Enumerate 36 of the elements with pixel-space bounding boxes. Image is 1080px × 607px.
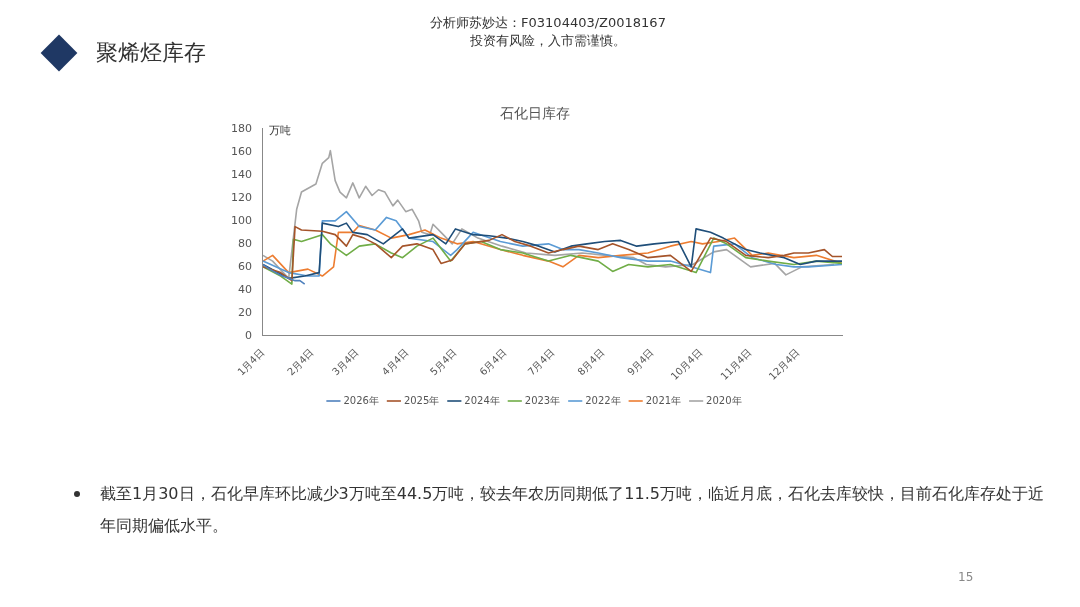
legend-label: 2023年 [524,394,561,406]
y-tick-label: 160 [231,144,252,158]
text: 截至1月30日，石化早库环比减少3万吨至44.5万吨，较去年农历同期低了11.5万吨，临近月底，石化去库较快，目前石化库存处于近年同期偏低水平。 [100,483,1045,537]
y-tick-label: 60 [238,259,252,273]
legend-label: 2022年 [585,394,621,406]
legend-label: 2021年 [645,394,682,406]
x-tick-label: 9月4日 [625,346,656,378]
x-tick-label: 10月4日 [668,346,705,383]
x-tick-label: 8月4日 [575,346,607,378]
y-tick-label: 0 [245,328,252,342]
y-tick-label: 20 [238,305,252,319]
y-axis-title: 万吨 [269,123,291,137]
y-tick-label: 180 [231,121,252,135]
x-tick-label: 5月4日 [427,346,459,378]
x-tick-label: 12月4日 [766,346,802,383]
y-tick-label: 120 [231,190,252,204]
text: 分析师苏妙达：F03104403/Z0018167 [429,14,667,32]
x-tick-label: 3月4日 [329,346,361,378]
legend-label: 2025年 [403,394,440,406]
x-tick-label: 6月4日 [477,346,509,378]
legend-label: 2026年 [343,394,379,406]
x-tick-label: 4月4日 [379,346,411,378]
y-tick-label: 80 [238,236,252,250]
legend-label: 2020年 [706,394,742,406]
x-tick-label: 2月4日 [285,346,316,378]
x-tick-label: 1月4日 [235,346,267,378]
text: 15 [958,570,974,584]
text: 投资有风险，入市需谨慎。 [469,32,627,50]
chart-title: 石化日库存 [500,105,570,122]
y-tick-label: 40 [238,282,252,296]
legend-label: 2024年 [464,394,500,406]
x-tick-label: 7月4日 [525,346,557,378]
x-tick-label: 11月4日 [718,346,754,383]
y-tick-label: 140 [231,167,252,181]
y-tick-label: 100 [231,213,252,227]
text: 聚烯烃库存 [96,39,206,67]
